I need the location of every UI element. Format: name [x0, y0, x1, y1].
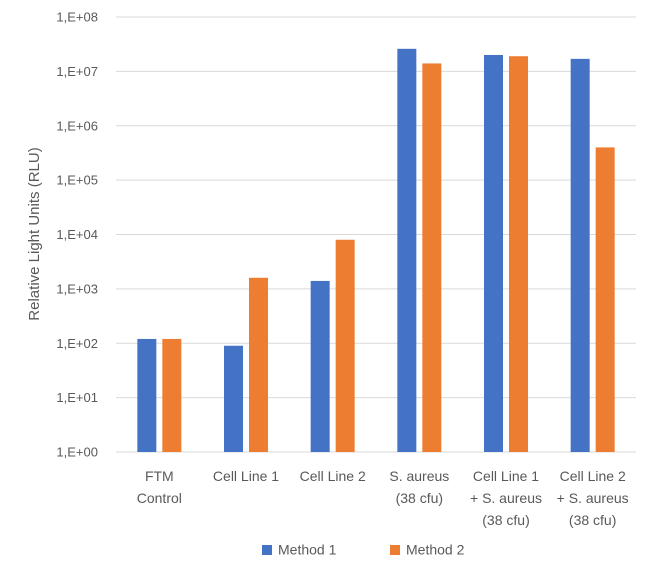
x-category-label: Cell Line 1 + S. aureus (38 cfu): [470, 468, 542, 528]
y-tick-label: 1,E+00: [56, 445, 98, 460]
x-category-label-line: Cell Line 1: [473, 468, 539, 484]
y-tick-label: 1,E+08: [56, 10, 98, 25]
bar-method-1: [137, 338, 157, 452]
bar-method-1: [397, 48, 417, 453]
bar-method-2: [422, 63, 442, 452]
bar-method-2: [595, 147, 615, 452]
x-category-label-line: + S. aureus: [557, 490, 629, 506]
legend-label: Method 1: [278, 542, 337, 558]
x-category-label-line: (38 cfu): [569, 512, 616, 528]
bar-method-1: [570, 58, 590, 453]
y-tick-label: 1,E+02: [56, 336, 98, 351]
bar-method-1: [224, 345, 243, 452]
bar-method-2: [335, 239, 355, 452]
legend-label: Method 2: [406, 542, 465, 558]
y-axis-label: Relative Light Units (RLU): [26, 147, 43, 320]
legend: Method 1 Method 2: [262, 542, 465, 558]
x-category-label-line: (38 cfu): [482, 512, 529, 528]
bar-method-2: [509, 56, 528, 452]
x-category-label-line: Cell Line 2: [560, 468, 626, 484]
x-category-label-line: (38 cfu): [396, 490, 443, 506]
legend-swatch: [390, 545, 400, 555]
gridlines: [116, 16, 636, 453]
y-tick-label: 1,E+05: [56, 173, 98, 188]
x-category-label-line: Cell Line 2: [300, 468, 366, 484]
x-category-label-line: S. aureus: [389, 468, 449, 484]
x-category-label: Cell Line 1: [213, 468, 279, 484]
bar-method-1: [310, 280, 330, 452]
bar-method-2: [162, 338, 182, 452]
x-category-label-line: FTM: [145, 468, 174, 484]
x-category-label-line: Cell Line 1: [213, 468, 279, 484]
legend-swatch: [262, 545, 272, 555]
x-category-label-line: Control: [137, 490, 182, 506]
x-category-label: Cell Line 2: [300, 468, 366, 484]
y-tick-label: 1,E+06: [56, 118, 98, 133]
y-tick-label: 1,E+07: [56, 64, 98, 79]
y-tick-label: 1,E+04: [56, 227, 98, 242]
x-category-label-line: + S. aureus: [470, 490, 542, 506]
y-axis-tick-labels: 1,E+00 1,E+01 1,E+02 1,E+03 1,E+04 1,E+05 1,E+…: [56, 10, 98, 460]
x-category-label: FTM Control: [137, 468, 182, 506]
bars: [137, 48, 615, 453]
x-category-label: S. aureus (38 cfu): [389, 468, 449, 506]
y-tick-label: 1,E+03: [56, 281, 98, 296]
bar-method-1: [484, 55, 503, 452]
bar-method-2: [249, 277, 268, 452]
y-tick-label: 1,E+01: [56, 390, 98, 405]
x-axis-category-labels: FTM Control Cell Line 1 Cell Line 2 S. aureu…: [137, 468, 629, 528]
x-category-label: Cell Line 2 + S. aureus (38 cfu): [557, 468, 629, 528]
